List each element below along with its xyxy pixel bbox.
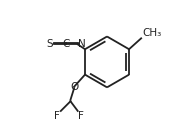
Text: C: C xyxy=(62,39,69,49)
Text: O: O xyxy=(70,82,78,92)
Text: S: S xyxy=(46,39,53,49)
Text: N: N xyxy=(78,39,86,49)
Text: CH₃: CH₃ xyxy=(142,28,161,38)
Text: F: F xyxy=(54,111,60,121)
Text: F: F xyxy=(78,111,84,121)
